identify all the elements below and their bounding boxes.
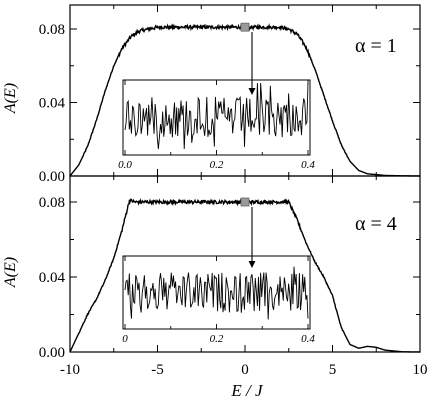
top-panel: 0.00 0.04 0.08 0.0 0.2 0.4 [39,5,421,185]
zoom-arrow-head [248,261,256,268]
top-panel-alpha-label: α = 1 [355,35,397,57]
x-axis-label: E / J [230,381,264,400]
y-tick-label: 0.00 [39,345,65,361]
bottom-panel: 0.00 0.04 0.08 0 0.2 0.4 -10 -5 0 5 10 [39,176,428,378]
inset-curve [124,266,309,320]
x-tick-label: -5 [151,362,164,378]
inset-frame [122,255,311,330]
inset-x-tick-label: 0.2 [210,333,224,345]
y-tick-label: 0.08 [39,195,65,211]
y-tick-label: 0.00 [39,169,65,185]
inset-x-tick-label: 0.2 [210,159,224,171]
y-tick-label: 0.08 [39,22,65,38]
y-tick-label: 0.04 [39,96,66,112]
zoom-arrow-head [248,88,256,95]
y-tick-label: 0.04 [39,270,66,286]
x-tick-label: 0 [241,362,249,378]
zoom-marker [240,22,250,32]
inset-x-tick-label: 0.4 [301,159,315,171]
inset-x-tick-label: 0 [122,333,128,345]
inset-x-tick-label: 0.4 [301,333,315,345]
bottom-panel-alpha-label: α = 4 [355,213,397,235]
inset-curve [124,82,309,150]
inset-x-tick-label: 0.0 [118,159,132,171]
x-tick-label: -10 [60,362,80,378]
bottom-panel-y-axis-label: A(E) [2,257,19,288]
zoom-marker [240,197,250,207]
x-tick-label: 10 [413,362,428,378]
top-panel-y-axis-label: A(E) [2,83,19,114]
x-tick-label: 5 [329,362,337,378]
